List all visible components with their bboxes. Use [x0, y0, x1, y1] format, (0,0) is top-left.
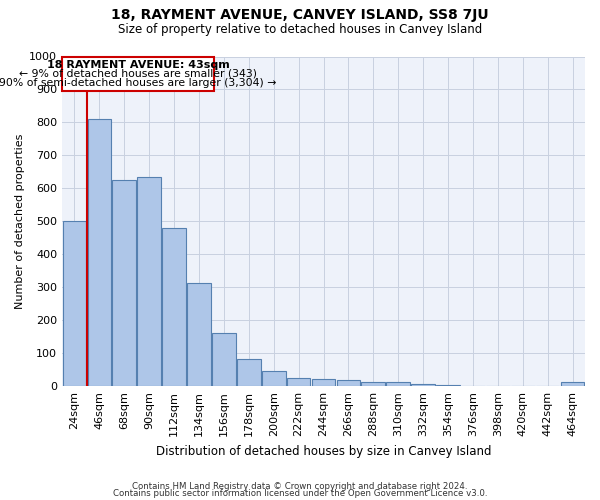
Bar	[162, 228, 186, 386]
Bar	[88, 119, 111, 386]
Text: 18 RAYMENT AVENUE: 43sqm: 18 RAYMENT AVENUE: 43sqm	[47, 60, 229, 70]
Bar	[436, 384, 460, 386]
Bar	[262, 370, 286, 386]
Bar	[187, 284, 211, 386]
Text: 18, RAYMENT AVENUE, CANVEY ISLAND, SS8 7JU: 18, RAYMENT AVENUE, CANVEY ISLAND, SS8 7…	[111, 8, 489, 22]
Text: Contains public sector information licensed under the Open Government Licence v3: Contains public sector information licen…	[113, 489, 487, 498]
Bar	[137, 177, 161, 386]
Bar	[411, 384, 435, 386]
Bar	[62, 222, 86, 386]
Bar	[561, 382, 584, 386]
Bar	[212, 333, 236, 386]
Bar	[62, 56, 214, 91]
Bar	[386, 382, 410, 386]
Text: 90% of semi-detached houses are larger (3,304) →: 90% of semi-detached houses are larger (…	[0, 78, 277, 88]
Text: ← 9% of detached houses are smaller (343): ← 9% of detached houses are smaller (343…	[19, 68, 257, 78]
Bar	[361, 382, 385, 386]
Bar	[237, 359, 260, 386]
Bar	[311, 379, 335, 386]
X-axis label: Distribution of detached houses by size in Canvey Island: Distribution of detached houses by size …	[156, 444, 491, 458]
Text: Size of property relative to detached houses in Canvey Island: Size of property relative to detached ho…	[118, 22, 482, 36]
Bar	[287, 378, 310, 386]
Bar	[337, 380, 360, 386]
Y-axis label: Number of detached properties: Number of detached properties	[15, 134, 25, 309]
Bar	[112, 180, 136, 386]
Text: Contains HM Land Registry data © Crown copyright and database right 2024.: Contains HM Land Registry data © Crown c…	[132, 482, 468, 491]
